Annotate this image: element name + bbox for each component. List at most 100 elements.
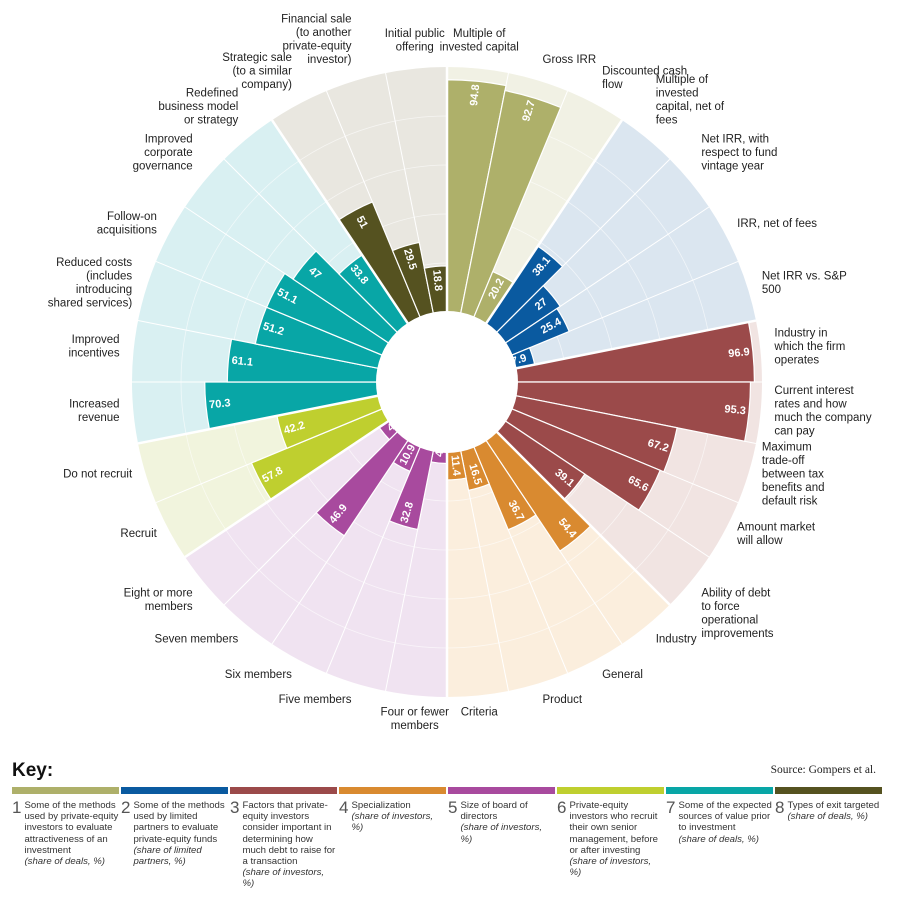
value-label: 27 — [533, 296, 550, 313]
category-label: Ability of debt to force operational improv… — [701, 588, 773, 641]
key-number: 6 — [557, 798, 567, 817]
category-label: Eight or more members — [124, 588, 193, 614]
key-swatch-1 — [12, 787, 119, 794]
category-label: Reduced costs (includes introducing shared … — [48, 257, 133, 310]
key-title: Key: — [12, 760, 54, 781]
value-label: 47 — [306, 265, 323, 282]
value-label: 32.8 — [398, 500, 416, 524]
category-label: Industry — [656, 633, 697, 645]
key-swatch-6 — [557, 787, 664, 794]
key-number: 2 — [121, 798, 131, 817]
key-text: Some of the methods used by private-equi… — [24, 800, 119, 856]
key-text: Private-equity investors who recruit the… — [569, 800, 659, 856]
key-subtext: (share of investors, %) — [351, 811, 434, 834]
category-label: Six members — [225, 669, 292, 681]
key-number: 4 — [339, 798, 349, 817]
category-label: Criteria — [461, 706, 499, 718]
category-label: Seven members — [155, 633, 239, 645]
category-label: Increased revenue — [69, 398, 120, 424]
value-label: 95.3 — [724, 403, 746, 417]
key-item-5: 5 Size of board of directors (share of in… — [448, 787, 555, 890]
category-label: Financial sale (to another private-equity i… — [281, 14, 352, 66]
key-item-2: 2 Some of the methods used by limited pa… — [121, 787, 228, 890]
value-label: 92.7 — [520, 99, 538, 123]
value-label: 51 — [354, 214, 370, 230]
category-label: Improved incentives — [68, 334, 119, 360]
group-separator — [484, 119, 624, 325]
key-subtext: (share of investors, %) — [460, 822, 543, 845]
key-swatch-5 — [448, 787, 555, 794]
value-label: 94.8 — [468, 84, 482, 106]
category-label: Maximum trade-off between tax benefits and d… — [762, 442, 825, 508]
key-text: Types of exit targeted — [787, 800, 880, 811]
key-swatch-2 — [121, 787, 228, 794]
category-label: Redefined business model or strategy — [158, 88, 238, 127]
key-subtext: (share of investors, %) — [569, 856, 652, 879]
value-label: 67.2 — [646, 437, 670, 455]
category-label: Current interest rates and how much the co… — [774, 385, 871, 438]
value-label: 51.2 — [261, 320, 285, 338]
category-label: Do not recruit — [63, 469, 133, 481]
key-item-3: 3 Factors that private-equity investors … — [230, 787, 337, 890]
category-label: Net IRR vs. S&P 500 — [762, 271, 847, 297]
value-label: 70.3 — [209, 397, 231, 411]
category-label: IRR, net of fees — [737, 218, 817, 230]
key-text: Some of the expected sources of value pr… — [678, 800, 772, 834]
category-label: Multiple of invested capital — [440, 28, 519, 54]
category-label: Strategic sale (to a similar company) — [222, 52, 292, 91]
key-legend: 1 Some of the methods used by private-eq… — [12, 787, 882, 890]
source-note: Source: Gompers et al. — [770, 764, 876, 776]
key-item-6: 6 Private-equity investors who recruit t… — [557, 787, 664, 890]
key-text: Factors that private-equity investors co… — [242, 800, 336, 868]
key-item-8: 8 Types of exit targeted (share of deals,… — [775, 787, 882, 890]
key-swatch-3 — [230, 787, 337, 794]
category-labels: Multiple of invested capital Gross IRR Disc… — [48, 14, 872, 732]
key-subtext: (share of deals, %) — [678, 833, 759, 845]
value-label: 61.1 — [231, 355, 253, 369]
value-label: 42.2 — [282, 419, 306, 437]
group-separator — [137, 394, 379, 445]
category-label: Recruit — [120, 528, 157, 540]
group-separator — [270, 119, 410, 325]
bars — [204, 79, 756, 552]
key-item-7: 7 Some of the expected sources of value … — [666, 787, 773, 890]
value-label: 11.4 — [448, 455, 462, 478]
category-label: Discounted cash flow — [602, 65, 687, 91]
value-label: 96.9 — [728, 346, 750, 360]
key-number: 8 — [775, 798, 785, 817]
key-subtext: (share of deals, %) — [787, 811, 868, 823]
category-label: Multiple of invested capital, net of fees — [656, 74, 725, 127]
category-label: Five members — [279, 694, 352, 706]
key-text: Size of board of directors — [460, 800, 528, 823]
category-label: Initial public offering — [385, 28, 445, 54]
key-subtext: (share of limited partners, %) — [133, 844, 202, 868]
key-swatch-8 — [775, 787, 882, 794]
category-label: Net IRR, with respect to fund vintage year — [701, 133, 777, 172]
center-hole — [376, 311, 518, 453]
value-label: 29.5 — [401, 247, 419, 271]
value-label: 16.5 — [466, 462, 484, 486]
group-background-5 — [185, 420, 447, 697]
key-number: 1 — [12, 798, 22, 817]
category-label: Four or fewer members — [381, 706, 450, 732]
key-number: 5 — [448, 798, 458, 817]
category-label: Industry in which the firm operates — [773, 327, 845, 366]
key-number: 7 — [666, 798, 676, 817]
value-label: 18.8 — [430, 269, 444, 291]
key-item-4: 4 Specialization (share of investors, %) — [339, 787, 446, 890]
key-swatch-4 — [339, 787, 446, 794]
category-label: Amount market will allow — [736, 521, 816, 547]
group-separators — [137, 67, 757, 697]
key-text: Specialization — [351, 800, 411, 811]
key-item-1: 1 Some of the methods used by private-eq… — [12, 787, 119, 890]
category-label: Improved corporate governance — [133, 133, 193, 172]
key-subtext: (share of deals, %) — [24, 856, 105, 868]
group-separator — [515, 319, 757, 370]
key-swatch-7 — [666, 787, 773, 794]
group-separator — [495, 430, 671, 606]
group-separator — [184, 419, 390, 559]
category-label: General — [602, 669, 643, 681]
category-label: Follow-on acquisitions — [97, 211, 157, 237]
key-subtext: (share of investors, %) — [242, 867, 325, 890]
